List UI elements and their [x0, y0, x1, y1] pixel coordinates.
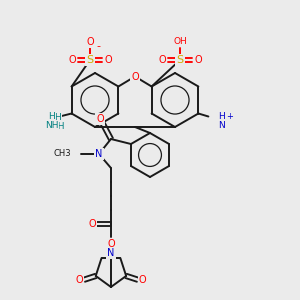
- Text: N: N: [95, 149, 103, 159]
- Text: O: O: [68, 55, 76, 65]
- Text: O: O: [131, 71, 139, 82]
- Text: +: +: [226, 112, 233, 121]
- Text: O: O: [88, 219, 96, 229]
- Text: N: N: [218, 121, 225, 130]
- Text: OH: OH: [173, 38, 187, 46]
- Text: NH: NH: [45, 121, 58, 130]
- Text: H: H: [54, 113, 61, 122]
- Text: S: S: [86, 55, 94, 65]
- Text: -: -: [96, 41, 100, 51]
- Text: N: N: [107, 248, 115, 258]
- Text: O: O: [107, 239, 115, 249]
- Text: O: O: [86, 37, 94, 47]
- Text: CH3: CH3: [53, 149, 71, 158]
- Text: O: O: [194, 55, 202, 65]
- Text: O: O: [96, 114, 104, 124]
- Text: H: H: [218, 112, 225, 121]
- Text: O: O: [76, 275, 83, 285]
- Text: H: H: [48, 112, 55, 121]
- Text: O: O: [158, 55, 166, 65]
- Text: O: O: [104, 55, 112, 65]
- Text: S: S: [176, 55, 184, 65]
- Text: O: O: [139, 275, 146, 285]
- Text: NH: NH: [51, 122, 64, 131]
